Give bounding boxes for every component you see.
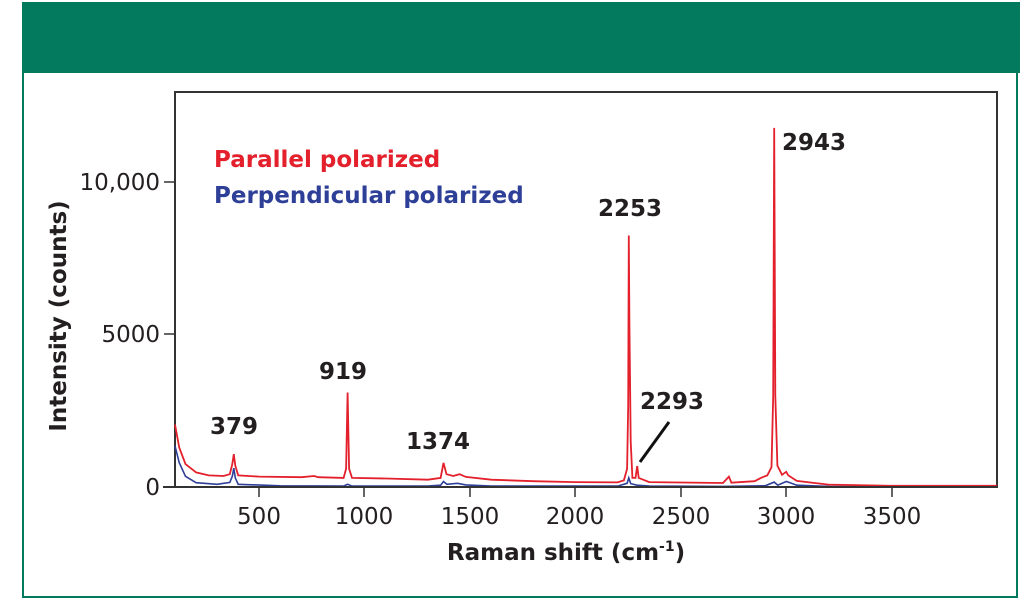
peak-label-2943: 2943 (782, 130, 846, 156)
y-axis: 0 5000 10,000 (80, 170, 175, 501)
y-axis-title: Intensity (counts) (46, 200, 72, 431)
peak-annotations: 379 919 1374 2253 2293 2943 (210, 130, 846, 463)
x-tick-label: 3500 (863, 504, 922, 530)
figure-frame (22, 2, 1018, 598)
peak-2293-leader-line (638, 421, 671, 463)
y-tick-label: 10,000 (80, 170, 160, 196)
y-tick-label: 5000 (101, 322, 160, 348)
x-tick-label: 500 (237, 504, 281, 530)
y-tick-label: 0 (145, 475, 160, 501)
x-axis: 500 1000 1500 2000 2500 3000 3500 (237, 487, 921, 530)
peak-label-379: 379 (210, 414, 258, 440)
figure-header-band (22, 2, 1020, 73)
x-tick-label: 1500 (441, 504, 500, 530)
peak-label-2253: 2253 (598, 196, 662, 222)
legend-item-parallel: Parallel polarized (214, 147, 440, 173)
legend: Parallel polarized Perpendicular polariz… (214, 147, 524, 209)
x-tick-label: 2000 (546, 504, 605, 530)
peak-label-919: 919 (319, 359, 367, 385)
x-tick-label: 1000 (335, 504, 394, 530)
x-axis-title: Raman shift (cm-1) (447, 539, 685, 566)
series-perpendicular-line (174, 445, 998, 488)
x-tick-label: 2500 (652, 504, 711, 530)
series-parallel-line (174, 127, 997, 487)
legend-item-perpendicular: Perpendicular polarized (214, 183, 524, 209)
peak-label-2293: 2293 (640, 389, 704, 415)
peak-label-1374: 1374 (406, 429, 470, 455)
x-tick-label: 3000 (757, 504, 816, 530)
